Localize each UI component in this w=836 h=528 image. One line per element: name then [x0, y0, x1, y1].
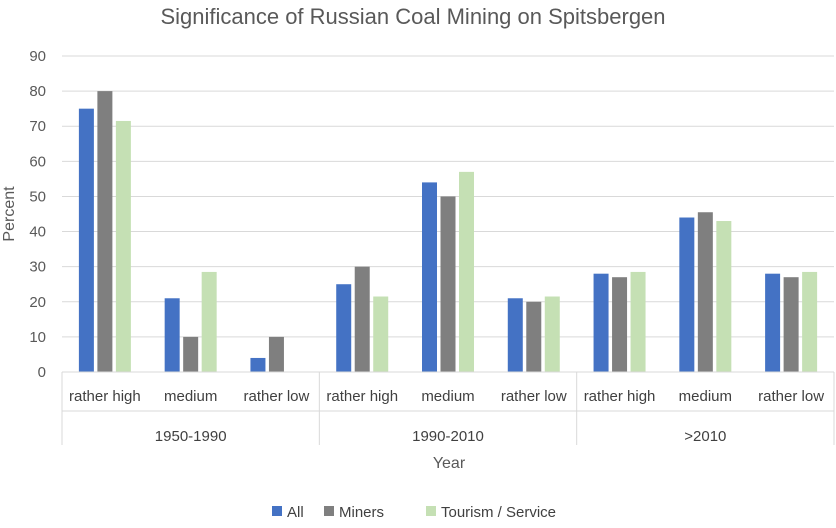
bar-miners-0: [97, 91, 113, 372]
x-category-label: rather low: [758, 388, 824, 405]
x-group-label: 1990-2010: [412, 428, 484, 445]
y-tick-label: 70: [29, 118, 46, 135]
bar-all-4: [422, 182, 437, 372]
legend-swatch: [324, 506, 334, 516]
x-group-label: 1950-1990: [155, 428, 227, 445]
x-axis-title: Year: [433, 455, 466, 472]
y-tick-label: 30: [29, 259, 46, 276]
bar-miners-2: [268, 336, 284, 372]
legend-swatch: [426, 506, 436, 516]
y-tick-label: 20: [29, 294, 46, 311]
bar-tourism-service-6: [630, 271, 646, 372]
y-tick-label: 40: [29, 224, 46, 241]
bar-miners-8: [783, 277, 799, 372]
x-category-label: rather low: [244, 388, 310, 405]
bar-miners-6: [612, 277, 628, 372]
bar-tourism-service-3: [373, 296, 389, 372]
y-tick-label: 50: [29, 188, 46, 205]
bar-miners-3: [354, 266, 370, 372]
y-tick-label: 60: [29, 153, 46, 170]
bar-all-1: [164, 298, 180, 372]
bar-tourism-service-1: [201, 271, 217, 372]
y-tick-label: 90: [29, 48, 46, 65]
bar-miners-1: [183, 336, 199, 372]
bar-all-2: [250, 357, 266, 372]
bar-all-6: [593, 273, 609, 372]
bar-all-3: [336, 284, 352, 372]
x-group-label: >2010: [684, 428, 726, 445]
x-category-label: rather low: [501, 388, 567, 405]
bar-tourism-service-7: [716, 221, 732, 372]
x-category-label: medium: [679, 388, 732, 405]
bar-tourism-service-8: [802, 271, 818, 372]
bar-all-7: [679, 217, 695, 372]
legend-label: All: [287, 504, 304, 521]
y-axis-ticks: 0 10 20 30 40 50 60 70 80 90: [29, 48, 46, 381]
bar-tourism-service-5: [544, 296, 560, 372]
x-category-label: rather high: [69, 388, 141, 405]
y-tick-label: 0: [38, 364, 46, 381]
bar-miners-4: [440, 196, 456, 372]
legend-swatch: [272, 506, 282, 516]
legend: All Miners Tourism / Service: [272, 504, 556, 521]
y-tick-label: 80: [29, 83, 46, 100]
x-category-label: medium: [164, 388, 217, 405]
bar-miners-5: [526, 301, 542, 372]
x-category-label: medium: [421, 388, 474, 405]
bar-all-5: [507, 298, 523, 372]
legend-label: Tourism / Service: [441, 504, 556, 521]
bar-all-8: [765, 273, 781, 372]
x-axis: rather high medium rather low rather high me…: [61, 371, 835, 445]
bars: [78, 91, 818, 373]
y-tick-label: 10: [29, 329, 46, 346]
bar-all-0: [78, 108, 94, 373]
x-category-label: rather high: [326, 388, 398, 405]
bar-tourism-service-0: [115, 120, 131, 372]
bar-tourism-service-4: [459, 171, 474, 372]
legend-label: Miners: [339, 504, 384, 521]
bar-miners-7: [697, 212, 713, 372]
chart-title: Significance of Russian Coal Mining on S…: [160, 4, 665, 29]
y-axis-title: Percent: [1, 186, 18, 242]
x-category-label: rather high: [584, 388, 656, 405]
